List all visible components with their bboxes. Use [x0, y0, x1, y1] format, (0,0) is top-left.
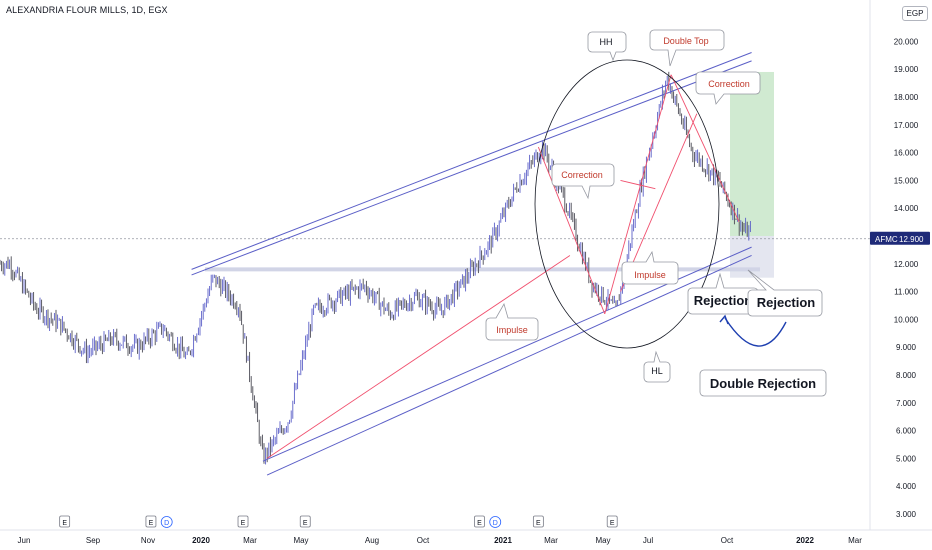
y-tick-label: 7.000	[896, 399, 917, 408]
earnings-marker	[59, 515, 71, 528]
annotations: HH Double Top Correction Correction Impu…	[485, 29, 827, 397]
event-marker-label: E	[241, 520, 246, 527]
earnings-marker	[532, 515, 544, 528]
x-tick-label: Mar	[848, 536, 862, 545]
event-marker-label: D	[164, 520, 169, 527]
y-tick-label: 12.000	[894, 260, 919, 269]
symbol-title: ALEXANDRIA FLOUR MILLS, 1D, EGX	[6, 5, 168, 15]
stop-zone	[730, 236, 774, 278]
event-marker-label: E	[477, 520, 482, 527]
dividend-marker	[160, 516, 173, 528]
event-marker-label: E	[536, 520, 541, 527]
double-rejection-callout: Double Rejection	[699, 369, 827, 397]
y-tick-label: 11.000	[894, 288, 918, 297]
channel-upper-line	[191, 52, 752, 270]
impulse-mid-label: Impulse	[634, 270, 666, 280]
hh-callout: HH	[587, 31, 627, 62]
x-tick-label: 2022	[796, 536, 814, 545]
y-tick-label: 10.000	[894, 315, 919, 324]
target-zone	[730, 71, 774, 236]
rejection-2-label: Rejection	[757, 295, 816, 310]
impulse-mid-callout: Impulse	[621, 250, 679, 285]
x-tick-label: Nov	[141, 536, 155, 545]
currency-badge[interactable]: EGP	[902, 6, 928, 21]
y-tick-label: 16.000	[894, 149, 919, 158]
correction-left-callout: Correction	[551, 163, 615, 200]
y-tick-label: 9.000	[896, 343, 917, 352]
impulse-left-callout: Impulse	[485, 302, 539, 341]
channel-lower-line	[266, 255, 752, 476]
double-top-callout: Double Top	[649, 29, 725, 67]
x-tick-label: 2021	[494, 536, 512, 545]
x-tick-label: Oct	[721, 536, 734, 545]
earnings-marker	[299, 515, 311, 528]
x-tick-label: Mar	[243, 536, 257, 545]
price-tag: AFMC 12.900	[870, 231, 930, 245]
double-top-label: Double Top	[663, 36, 708, 46]
x-tick-label: May	[293, 536, 308, 545]
y-tick-label: 3.000	[896, 510, 917, 519]
earnings-marker	[606, 515, 618, 528]
hl-label: HL	[651, 366, 663, 376]
y-tick-label: 15.000	[894, 176, 919, 185]
event-marker-label: D	[493, 520, 498, 527]
candles-layer	[0, 71, 751, 465]
price-tag-ticker: AFMC	[875, 235, 898, 244]
rejection-2-callout: Rejection	[747, 269, 823, 317]
x-tick-label: Sep	[86, 536, 101, 545]
earnings-marker	[474, 515, 485, 528]
double-rejection-curve	[724, 317, 787, 347]
hl-callout: HL	[643, 350, 671, 383]
earnings-marker	[237, 515, 249, 528]
trend-line	[537, 146, 606, 315]
correction-left-label: Correction	[561, 170, 603, 180]
time-axis: Jun Sep Nov 2020 Mar May Aug Oct 2021 Mar May Jul Oc…	[18, 536, 863, 545]
x-tick-label: Oct	[417, 536, 430, 545]
y-tick-label: 8.000	[896, 371, 917, 380]
x-tick-label: May	[595, 536, 610, 545]
x-tick-label: 2020	[192, 536, 210, 545]
y-tick-label: 14.000	[894, 204, 919, 213]
hh-hl-ellipse	[534, 59, 720, 349]
price-tag-value: 12.900	[899, 235, 924, 244]
x-tick-label: Mar	[544, 536, 558, 545]
y-tick-label: 17.000	[894, 121, 919, 130]
event-marker-label: E	[303, 520, 308, 527]
rejection-1-label: Rejection	[694, 293, 753, 308]
rejection-1-callout: Rejection	[687, 272, 759, 315]
earnings-marker	[145, 515, 157, 528]
double-rejection-label: Double Rejection	[710, 376, 816, 391]
y-tick-label: 20.000	[894, 37, 919, 46]
y-tick-label: 18.000	[894, 93, 919, 102]
event-marker-label: E	[62, 520, 67, 527]
trend-line	[670, 74, 740, 223]
event-marker-label: E	[610, 520, 615, 527]
x-tick-label: Aug	[365, 536, 379, 545]
correction-right-label: Correction	[708, 79, 750, 89]
event-marker-label: E	[149, 520, 154, 527]
price-axis: 3.000 4.000 5.000 6.000 7.000 8.000 9.000 10.00…	[894, 37, 919, 519]
channel-upper-inner-line	[191, 60, 752, 276]
curve-arrow	[719, 314, 729, 325]
drawings-layer	[191, 52, 787, 476]
trend-line	[620, 179, 656, 190]
dividend-marker	[489, 516, 502, 528]
y-tick-label: 5.000	[896, 454, 917, 463]
impulse-left-label: Impulse	[496, 325, 528, 335]
correction-right-callout: Correction	[695, 71, 761, 105]
y-tick-label: 4.000	[896, 482, 917, 491]
x-tick-label: Jul	[643, 536, 653, 545]
y-tick-label: 6.000	[896, 427, 917, 436]
x-tick-label: Jun	[18, 536, 31, 545]
hh-label: HH	[600, 37, 613, 47]
trend-line	[604, 74, 672, 314]
trend-line	[266, 255, 571, 459]
price-tag-background	[870, 231, 930, 245]
y-tick-label: 19.000	[894, 65, 919, 74]
